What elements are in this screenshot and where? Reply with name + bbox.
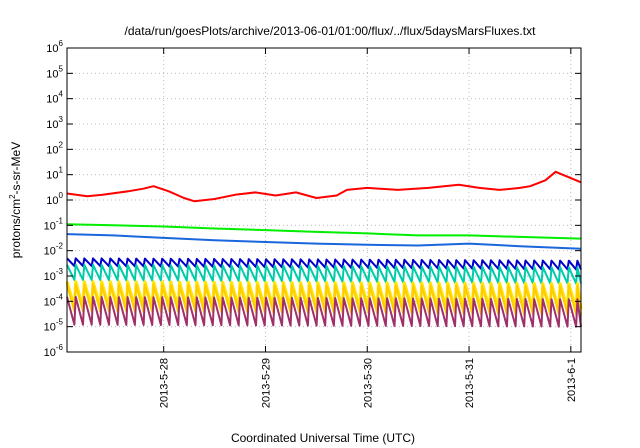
y-tick-label: 10-6 — [44, 343, 64, 359]
y-tick-label: 105 — [46, 64, 63, 80]
x-tick-label: 2013-5-31 — [464, 358, 476, 408]
x-axis-label: Coordinated Universal Time (UTC) — [231, 431, 415, 445]
series-line-0 — [66, 170, 582, 203]
series-line-4 — [66, 263, 582, 285]
y-tick-label: 102 — [46, 140, 63, 156]
series-line-7 — [66, 295, 582, 328]
tick-marks — [67, 47, 581, 353]
y-tick-label: 106 — [46, 39, 63, 55]
x-tick-label: 2013-5-29 — [260, 358, 272, 408]
chart-title: /data/run/goesPlots/archive/2013-06-01/0… — [125, 24, 537, 38]
y-tick-label: 10-2 — [44, 242, 64, 258]
y-tick-label: 10-5 — [44, 318, 64, 334]
series-line-1 — [66, 223, 582, 240]
series-line-3 — [66, 257, 582, 271]
y-tick-label: 10-3 — [44, 267, 64, 283]
x-tick-label: 2013-5-28 — [159, 358, 171, 408]
x-tick-labels: 2013-5-28 2013-5-29 2013-5-30 2013-5-31 2013… — [159, 358, 578, 408]
y-axis-label: protons/cm2-s-sr-MeV — [8, 142, 23, 258]
y-tick-label: 10-1 — [44, 216, 64, 232]
y-tick-label: 100 — [46, 191, 63, 207]
y-tick-label: 103 — [46, 115, 63, 131]
series-layer — [65, 170, 583, 328]
x-tick-label: 2013-6-1 — [566, 358, 578, 402]
y-tick-label: 104 — [46, 90, 63, 106]
y-tick-label: 101 — [46, 166, 63, 182]
series-line-2 — [66, 233, 582, 250]
y-tick-labels: 10-6 10-5 10-4 10-3 10-2 10-1 100 101 102 103 104 1… — [44, 39, 64, 359]
x-tick-label: 2013-5-30 — [362, 358, 374, 408]
y-tick-label: 10-4 — [44, 292, 64, 308]
